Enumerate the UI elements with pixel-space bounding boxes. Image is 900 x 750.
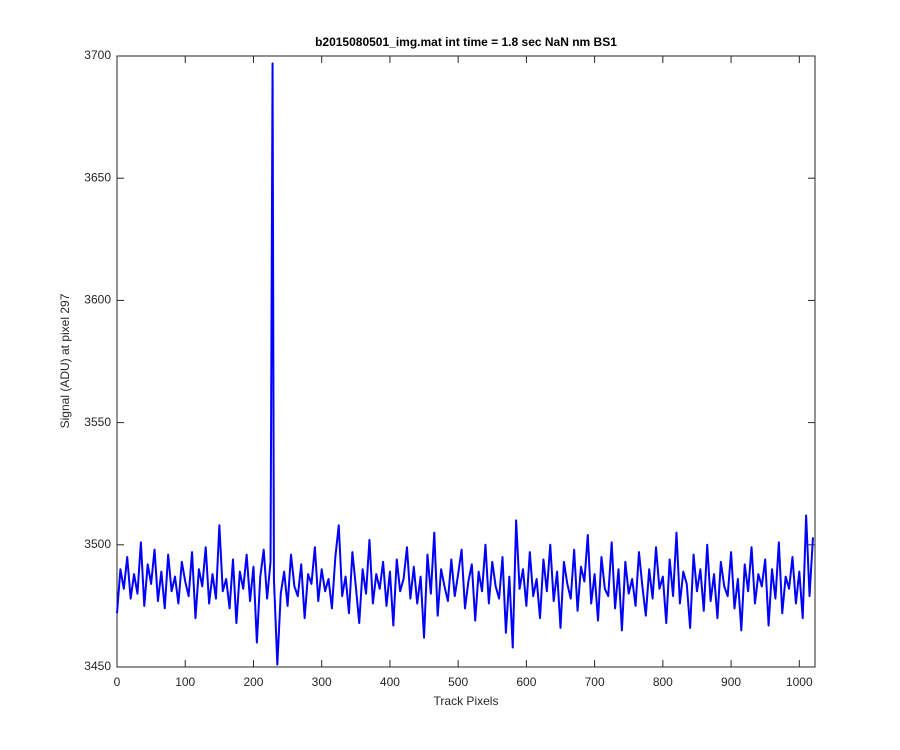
x-tick-label: 200 [243, 675, 263, 689]
y-tick-label: 3700 [84, 48, 111, 62]
y-tick-label: 3550 [84, 415, 111, 429]
chart-title: b2015080501_img.mat int time = 1.8 sec N… [315, 35, 617, 49]
x-tick-label: 700 [585, 675, 605, 689]
y-tick-label: 3600 [84, 293, 111, 307]
x-tick-label: 900 [721, 675, 741, 689]
x-tick-label: 800 [653, 675, 673, 689]
y-axis-label: Signal (ADU) at pixel 297 [58, 293, 72, 428]
x-tick-label: 300 [312, 675, 332, 689]
x-tick-label: 1000 [786, 675, 813, 689]
x-axis-label: Track Pixels [434, 694, 499, 708]
y-tick-label: 3650 [84, 170, 111, 184]
x-tick-label: 100 [175, 675, 195, 689]
data-line [116, 62, 814, 666]
x-tick-label: 600 [516, 675, 536, 689]
x-tick-label: 400 [380, 675, 400, 689]
x-tick-label: 500 [448, 675, 468, 689]
x-tick-label: 0 [114, 675, 121, 689]
y-tick-label: 3500 [84, 537, 111, 551]
y-tick-label: 3450 [84, 659, 111, 673]
